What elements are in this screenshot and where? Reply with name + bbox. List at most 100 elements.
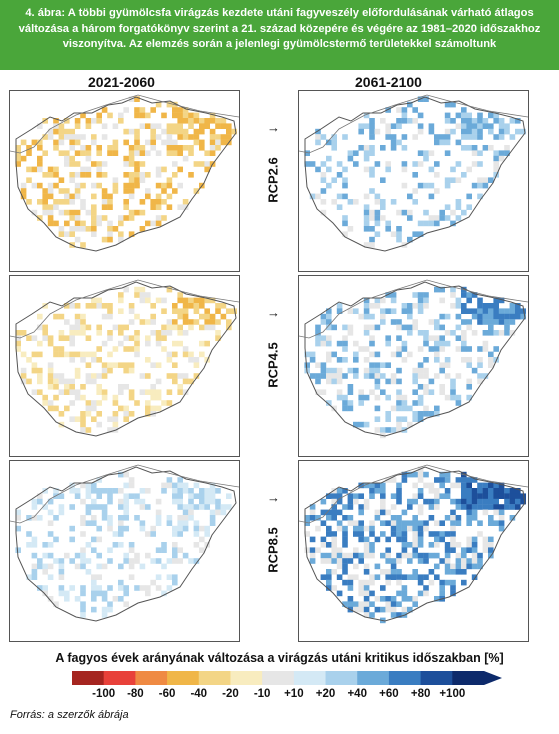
grid-cell	[80, 547, 86, 553]
grid-cell	[91, 373, 97, 379]
grid-cell	[91, 590, 97, 597]
grid-cell	[380, 509, 386, 516]
grid-cell	[396, 139, 402, 146]
grid-cell	[53, 405, 59, 412]
grid-cell	[161, 139, 167, 146]
grid-cell	[515, 118, 521, 124]
grid-cell	[193, 303, 200, 309]
grid-cell	[53, 220, 59, 227]
grid-cell	[353, 606, 359, 613]
grid-cell	[401, 118, 408, 124]
grid-cell	[358, 128, 364, 135]
grid-cell	[85, 520, 92, 526]
grid-cell	[396, 351, 402, 358]
grid-cell	[155, 520, 162, 526]
grid-cell	[128, 177, 135, 183]
grid-cell	[139, 161, 146, 167]
grid-cell	[128, 161, 135, 167]
grid-cell	[407, 330, 413, 336]
grid-cell	[69, 134, 75, 140]
grid-cell	[407, 303, 413, 309]
grid-cell	[434, 405, 440, 412]
grid-cell	[342, 400, 348, 406]
grid-cell	[390, 199, 397, 205]
grid-cell	[342, 220, 348, 227]
grid-cell	[101, 340, 108, 347]
grid-cell	[177, 292, 183, 298]
grid-cell	[128, 493, 135, 499]
neighbor-border	[299, 464, 528, 524]
grid-cell	[342, 525, 348, 532]
grid-cell	[145, 357, 151, 363]
grid-cell	[461, 346, 467, 352]
grid-cell	[134, 182, 140, 189]
grid-cell	[85, 378, 92, 385]
grid-cell	[498, 482, 505, 489]
grid-cell	[69, 303, 75, 309]
grid-cell	[172, 373, 178, 379]
grid-cell	[118, 215, 124, 221]
grid-cell	[155, 150, 162, 156]
grid-cell	[177, 477, 183, 483]
grid-cell	[69, 128, 75, 135]
grid-cell	[209, 145, 216, 151]
grid-cell	[466, 319, 472, 325]
grid-cell	[31, 552, 38, 559]
grid-cell	[455, 515, 462, 521]
grid-cell	[172, 324, 178, 331]
grid-cell	[182, 297, 189, 304]
grid-cell	[407, 525, 413, 532]
grid-cell	[439, 324, 445, 331]
grid-cell	[209, 482, 216, 489]
grid-cell	[47, 172, 54, 178]
grid-cell	[390, 596, 397, 602]
grid-cell	[15, 161, 21, 167]
grid-cell	[123, 199, 129, 205]
grid-cell	[380, 552, 386, 559]
grid-cell	[85, 362, 92, 368]
grid-cell	[380, 596, 386, 602]
grid-cell	[498, 134, 505, 140]
grid-cell	[342, 177, 348, 183]
grid-cell	[369, 488, 375, 494]
grid-cell	[493, 118, 499, 124]
grid-cell	[20, 351, 27, 358]
grid-cell	[396, 498, 402, 505]
grid-cell	[96, 182, 102, 189]
grid-cell	[112, 421, 119, 428]
grid-cell	[26, 531, 32, 537]
grid-cell	[326, 324, 332, 331]
grid-cell	[488, 547, 494, 553]
grid-cell	[31, 504, 38, 510]
grid-cell	[390, 378, 397, 385]
grid-cell	[444, 552, 451, 559]
grid-cell	[107, 145, 113, 151]
grid-cell	[347, 601, 354, 607]
grid-cell	[315, 547, 321, 553]
grid-cell	[182, 107, 189, 113]
grid-cell	[112, 188, 119, 194]
grid-cell	[42, 400, 48, 406]
grid-cell	[15, 150, 21, 156]
grid-cell	[209, 520, 216, 526]
grid-cell	[37, 378, 43, 385]
grid-cell	[15, 525, 21, 532]
grid-cell	[504, 319, 510, 325]
grid-cell	[112, 139, 119, 146]
grid-cell	[80, 552, 86, 559]
grid-cell	[466, 292, 472, 298]
grid-cell	[461, 552, 467, 559]
grid-cell	[69, 193, 75, 200]
grid-cell	[363, 145, 370, 151]
grid-cell	[123, 515, 129, 521]
grid-cell	[91, 215, 97, 221]
grid-cell	[101, 488, 108, 494]
grid-cell	[482, 340, 489, 347]
grid-cell	[128, 558, 135, 564]
grid-cell	[58, 123, 65, 129]
grid-cell	[423, 220, 429, 227]
grid-cell	[128, 193, 135, 200]
grid-cell	[482, 177, 489, 183]
grid-cell	[199, 504, 205, 510]
grid-cell	[188, 504, 194, 510]
